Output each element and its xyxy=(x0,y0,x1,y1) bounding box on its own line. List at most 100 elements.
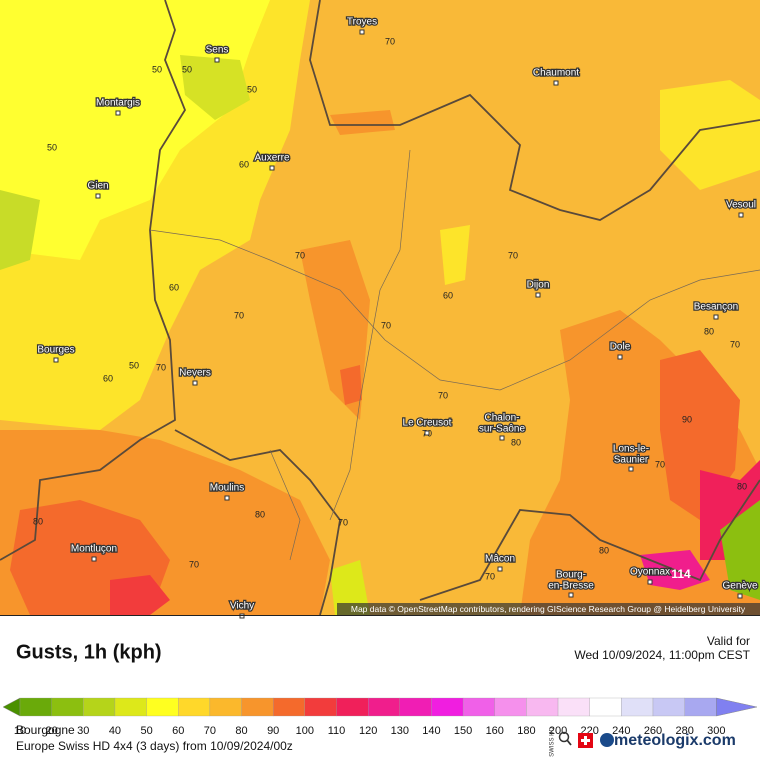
city-label: Vichy xyxy=(230,601,254,612)
city-label: Dole xyxy=(610,342,631,353)
scale-segment xyxy=(51,697,84,717)
zone-40 xyxy=(180,55,250,120)
zone-100 xyxy=(110,575,170,615)
city-marker xyxy=(535,292,541,298)
scale-segment xyxy=(304,697,337,717)
scale-label: 60 xyxy=(172,725,184,737)
scale-segment xyxy=(19,697,52,717)
zone-90 xyxy=(340,365,362,405)
swiss-flag xyxy=(581,736,590,745)
city-label: Mâcon xyxy=(485,554,515,565)
scale-segment xyxy=(273,697,306,717)
contour-label: 60 xyxy=(103,373,113,383)
city-marker xyxy=(617,354,623,360)
model-run: Europe Swiss HD 4x4 (3 days) from 10/09/… xyxy=(16,739,293,753)
contour-label: 114 xyxy=(671,567,691,581)
search-icon xyxy=(558,731,570,743)
city-label: Chaumont xyxy=(533,68,579,79)
scale-label: 150 xyxy=(454,725,472,737)
scale-label: 100 xyxy=(296,725,314,737)
city-label: Auxerre xyxy=(254,153,289,164)
contour-label: 70 xyxy=(338,517,348,527)
city-marker xyxy=(95,193,101,199)
region-border xyxy=(419,479,760,601)
scale-label: 80 xyxy=(235,725,247,737)
scale-label: 180 xyxy=(517,725,535,737)
scale-label: 70 xyxy=(204,725,216,737)
contour-label: 70 xyxy=(485,571,495,581)
scale-segment xyxy=(178,697,211,717)
search-icon xyxy=(566,739,572,746)
city-label: sur-Saône xyxy=(479,424,526,435)
city-marker xyxy=(424,430,430,436)
attribution: Map data © OpenStreetMap contributors, r… xyxy=(351,604,746,614)
city-marker xyxy=(713,314,719,320)
city-label: Oyonnax xyxy=(630,567,670,578)
scale-label: 10 xyxy=(14,725,26,737)
city-label: Gien xyxy=(87,181,108,192)
city-label: Montargis xyxy=(96,98,140,109)
city-marker xyxy=(91,556,97,562)
contour-label: 70 xyxy=(156,362,166,372)
city-marker xyxy=(269,165,275,171)
contour-label: 80 xyxy=(255,509,265,519)
city-label: Sens xyxy=(206,45,229,56)
contour-label: 50 xyxy=(182,64,192,74)
map xyxy=(0,0,760,616)
city-label: Genève xyxy=(722,581,757,592)
scale-label: 160 xyxy=(486,725,504,737)
city-marker xyxy=(568,592,574,598)
region-border xyxy=(0,0,187,561)
city-marker xyxy=(553,80,559,86)
scale-label: 40 xyxy=(109,725,121,737)
region-border xyxy=(309,0,760,221)
zone-40 xyxy=(0,190,40,270)
contour-label: 70 xyxy=(655,459,665,469)
contour-label: 80 xyxy=(599,545,609,555)
city-marker xyxy=(53,357,59,363)
contour-label: 60 xyxy=(169,282,179,292)
title: Gusts, 1h (kph) xyxy=(16,641,162,663)
contour-label: 70 xyxy=(730,339,740,349)
city-marker xyxy=(115,110,121,116)
brand: meteologix.com xyxy=(614,732,736,749)
scale-segment xyxy=(462,697,495,717)
scale-label: 200 xyxy=(549,725,567,737)
scale-segment xyxy=(557,697,590,717)
scale-segment xyxy=(146,697,179,717)
contour-label: 80 xyxy=(737,481,747,491)
city-marker xyxy=(499,435,505,441)
contour-label: 80 xyxy=(704,326,714,336)
city-marker xyxy=(214,57,220,63)
contour-label: 80 xyxy=(511,437,521,447)
city-marker xyxy=(738,212,744,218)
contour-label: 50 xyxy=(47,142,57,152)
city-marker xyxy=(359,29,365,35)
contour-label: 90 xyxy=(682,414,692,424)
contour-label: 50 xyxy=(247,84,257,94)
scale-segment xyxy=(209,697,242,717)
scale-segment xyxy=(83,697,116,717)
city-label: Le Creusot xyxy=(403,418,452,429)
scale-label: 50 xyxy=(140,725,152,737)
contour-label: 60 xyxy=(443,290,453,300)
swiss-hd: SWISS HD xyxy=(550,727,556,757)
scale-segment xyxy=(621,697,654,717)
contour-label: 70 xyxy=(438,390,448,400)
scale-segment xyxy=(494,697,527,717)
scale-label: 130 xyxy=(391,725,409,737)
scale-segment xyxy=(336,697,369,717)
scale-label: 110 xyxy=(328,725,346,737)
cities: Troyes Sens Chaumont Montargis Auxerre Gien Ve… xyxy=(36,15,759,619)
scale-segment xyxy=(684,697,717,717)
city-marker xyxy=(628,466,634,472)
city-label: Chalon- xyxy=(484,413,519,424)
zone-50 xyxy=(330,560,370,615)
scale-above xyxy=(716,697,758,717)
scale-label: 120 xyxy=(359,725,377,737)
scale-label: 90 xyxy=(267,725,279,737)
contour-label: 60 xyxy=(239,159,249,169)
scale-segment xyxy=(399,697,432,717)
